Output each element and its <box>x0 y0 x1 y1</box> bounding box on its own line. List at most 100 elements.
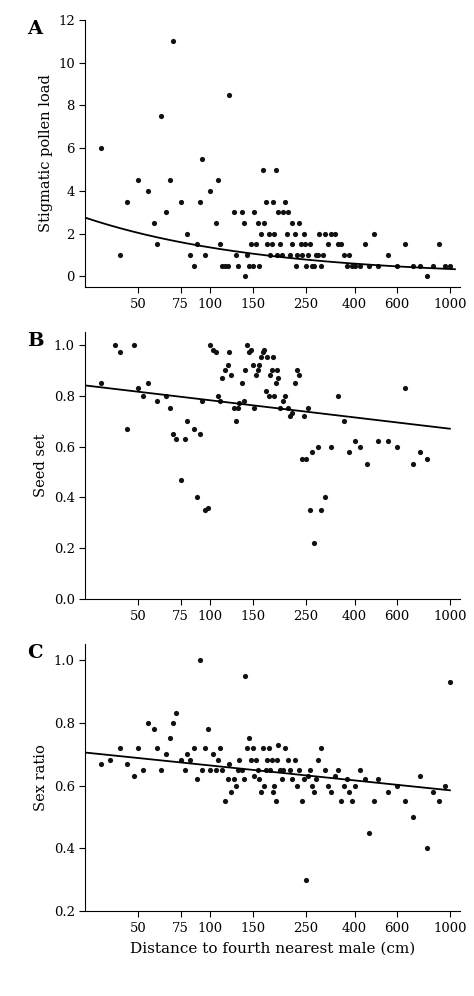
Point <box>177 193 184 209</box>
Point <box>446 258 454 274</box>
Point <box>298 247 305 263</box>
Point <box>300 771 308 787</box>
Y-axis label: Stigmatic pollen load: Stigmatic pollen load <box>38 75 53 232</box>
Point <box>193 489 201 505</box>
Point <box>384 784 392 800</box>
Point <box>150 721 158 737</box>
Point <box>124 193 131 209</box>
Point <box>98 140 105 156</box>
Point <box>252 236 260 252</box>
Point <box>273 161 280 177</box>
Point <box>274 204 282 220</box>
Point <box>273 374 280 390</box>
Point <box>162 746 170 762</box>
Point <box>282 740 289 756</box>
Point <box>269 350 276 366</box>
Point <box>183 413 191 429</box>
Point <box>295 215 303 231</box>
Point <box>261 342 268 358</box>
Point <box>238 762 246 778</box>
Point <box>242 667 249 683</box>
Point <box>117 740 124 756</box>
Point <box>257 226 264 242</box>
Point <box>384 247 392 263</box>
Point <box>346 247 353 263</box>
Point <box>328 438 335 454</box>
Point <box>247 236 255 252</box>
Point <box>207 337 214 353</box>
Point <box>246 345 253 361</box>
Point <box>166 400 174 416</box>
Point <box>196 426 203 442</box>
Point <box>288 215 295 231</box>
Point <box>289 405 296 421</box>
Point <box>273 363 281 378</box>
Point <box>423 451 430 467</box>
Point <box>304 768 311 784</box>
Point <box>242 269 249 285</box>
Point <box>124 756 131 772</box>
Point <box>250 768 258 784</box>
Point <box>293 247 301 263</box>
Point <box>193 771 201 787</box>
Point <box>267 762 274 778</box>
Point <box>246 258 253 274</box>
Point <box>166 172 174 188</box>
Point <box>348 258 356 274</box>
Point <box>343 258 350 274</box>
Point <box>181 431 189 447</box>
Point <box>145 374 152 390</box>
Point <box>278 247 285 263</box>
Point <box>243 740 251 756</box>
Point <box>284 204 292 220</box>
Point <box>217 392 224 408</box>
Point <box>240 392 248 408</box>
Point <box>247 752 255 768</box>
Point <box>249 258 256 274</box>
Point <box>302 258 310 274</box>
Point <box>279 204 286 220</box>
Point <box>228 368 235 383</box>
Point <box>416 443 424 459</box>
Point <box>274 370 282 385</box>
Text: A: A <box>27 20 42 38</box>
Point <box>321 489 328 505</box>
Point <box>263 350 271 366</box>
Point <box>297 236 304 252</box>
Point <box>190 740 197 756</box>
Point <box>130 768 138 784</box>
Point <box>337 236 345 252</box>
Point <box>230 400 237 416</box>
Point <box>255 258 263 274</box>
Point <box>300 226 308 242</box>
Point <box>343 771 350 787</box>
Point <box>268 363 275 378</box>
Point <box>409 809 417 825</box>
Point <box>219 762 226 778</box>
Point <box>243 337 251 353</box>
Point <box>334 387 341 403</box>
Point <box>361 771 368 787</box>
Point <box>228 784 235 800</box>
Point <box>198 762 206 778</box>
Point <box>154 740 161 756</box>
Point <box>293 363 301 378</box>
Point <box>370 226 377 242</box>
Point <box>328 784 335 800</box>
Point <box>232 413 240 429</box>
Point <box>401 236 409 252</box>
Point <box>170 426 177 442</box>
Point <box>183 746 191 762</box>
Point <box>423 841 430 857</box>
Point <box>310 535 318 551</box>
Point <box>212 762 219 778</box>
Point <box>314 247 321 263</box>
Point <box>337 794 345 810</box>
Point <box>130 337 138 353</box>
Point <box>356 258 364 274</box>
Point <box>310 258 318 274</box>
Point <box>117 247 124 263</box>
Point <box>273 752 281 768</box>
Point <box>267 368 274 383</box>
Point <box>318 502 325 518</box>
